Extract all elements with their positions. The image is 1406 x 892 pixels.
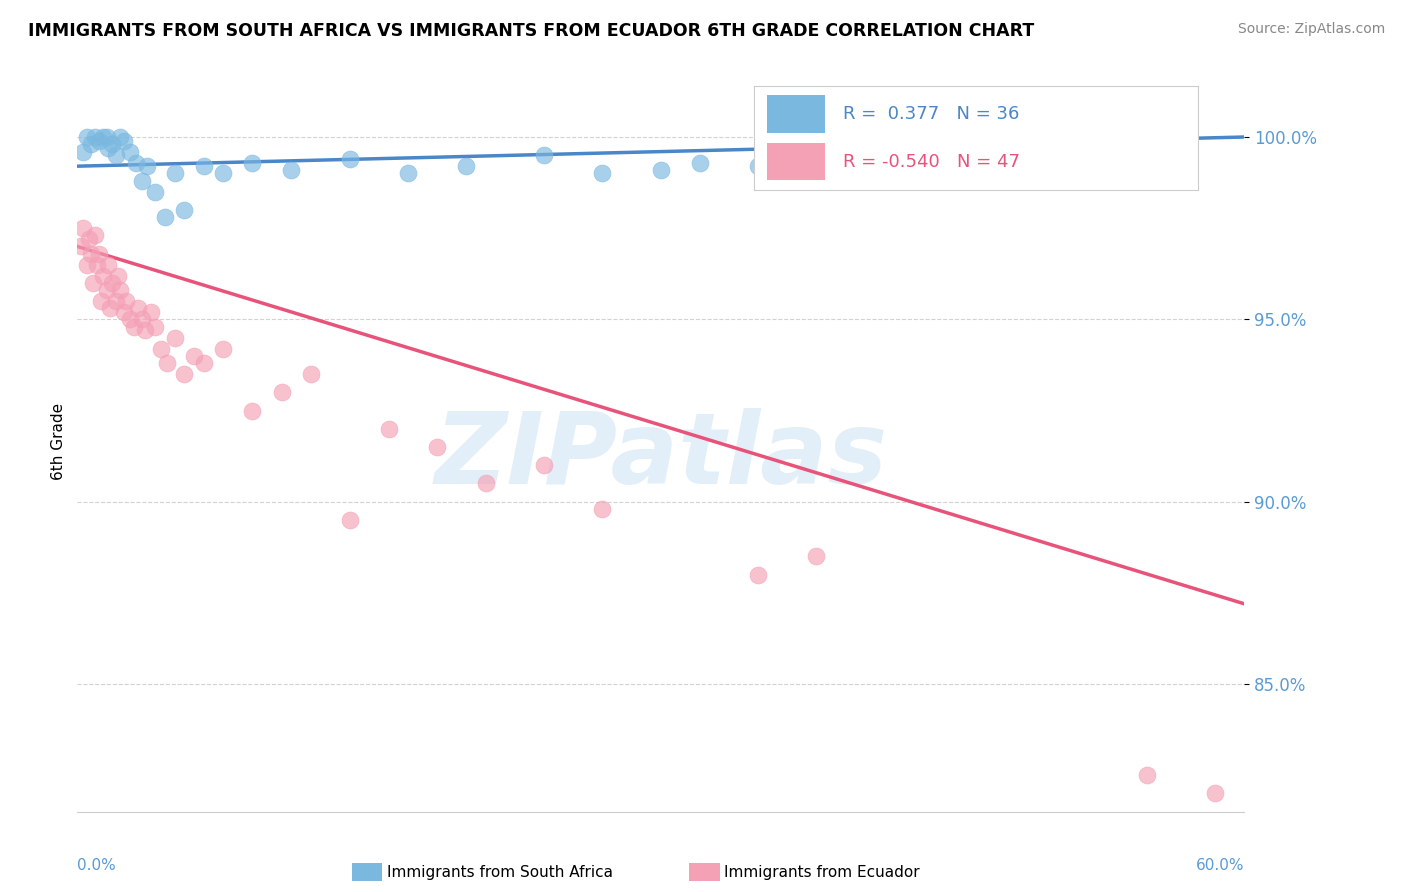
Point	[689, 155, 711, 169]
Point	[339, 513, 361, 527]
Text: Immigrants from South Africa: Immigrants from South Africa	[387, 865, 613, 880]
Point	[118, 312, 141, 326]
Point	[134, 323, 156, 337]
Point	[127, 301, 149, 316]
Point	[747, 159, 769, 173]
Point	[1136, 768, 1159, 782]
Point	[80, 246, 103, 260]
Point	[163, 330, 186, 344]
Point	[83, 228, 105, 243]
Point	[122, 319, 145, 334]
Point	[97, 141, 120, 155]
Point	[82, 276, 104, 290]
Point	[136, 159, 159, 173]
Point	[1204, 787, 1226, 801]
Point	[806, 549, 828, 564]
Point	[124, 155, 148, 169]
Point	[70, 239, 93, 253]
Point	[533, 148, 555, 162]
Point	[212, 166, 235, 180]
Point	[280, 162, 302, 177]
Point	[396, 166, 419, 180]
Point	[242, 155, 264, 169]
Point	[173, 367, 195, 381]
Point	[131, 312, 153, 326]
Point	[112, 305, 135, 319]
Point	[87, 134, 110, 148]
Text: Source: ZipAtlas.com: Source: ZipAtlas.com	[1237, 22, 1385, 37]
Point	[118, 145, 141, 159]
Point	[173, 202, 195, 217]
Point	[149, 342, 172, 356]
Point	[883, 162, 905, 177]
Text: 60.0%: 60.0%	[1197, 858, 1244, 872]
Point	[183, 349, 205, 363]
Point	[107, 268, 129, 283]
Point	[86, 258, 108, 272]
Text: 0.0%: 0.0%	[77, 858, 117, 872]
Point	[101, 137, 124, 152]
Point	[83, 130, 105, 145]
Point	[90, 294, 112, 309]
Point	[163, 166, 186, 180]
Point	[143, 185, 166, 199]
Point	[592, 502, 614, 516]
Point	[105, 294, 128, 309]
Point	[96, 283, 118, 297]
Point	[153, 211, 176, 225]
Point	[108, 283, 131, 297]
Point	[456, 159, 478, 173]
Text: ZIPatlas: ZIPatlas	[434, 408, 887, 505]
Point	[91, 268, 114, 283]
Point	[156, 356, 179, 370]
Point	[212, 342, 235, 356]
Point	[76, 258, 98, 272]
Point	[131, 174, 153, 188]
Point	[80, 137, 103, 152]
Point	[426, 440, 449, 454]
Point	[77, 232, 100, 246]
Point	[377, 422, 399, 436]
Point	[650, 162, 672, 177]
Point	[105, 148, 128, 162]
Point	[141, 305, 163, 319]
Point	[115, 294, 138, 309]
Text: Immigrants from Ecuador: Immigrants from Ecuador	[724, 865, 920, 880]
Y-axis label: 6th Grade: 6th Grade	[51, 403, 66, 480]
Point	[747, 567, 769, 582]
Point	[1136, 115, 1159, 129]
Point	[97, 258, 120, 272]
Point	[96, 130, 118, 145]
Point	[100, 301, 122, 316]
Point	[72, 145, 94, 159]
Point	[112, 134, 135, 148]
Point	[474, 476, 498, 491]
Point	[270, 385, 292, 400]
Point	[339, 152, 361, 166]
Text: IMMIGRANTS FROM SOUTH AFRICA VS IMMIGRANTS FROM ECUADOR 6TH GRADE CORRELATION CH: IMMIGRANTS FROM SOUTH AFRICA VS IMMIGRAN…	[28, 22, 1035, 40]
Point	[76, 130, 98, 145]
Point	[143, 319, 166, 334]
Point	[193, 356, 215, 370]
Point	[533, 458, 555, 473]
Point	[101, 276, 124, 290]
Point	[299, 367, 322, 381]
Point	[592, 166, 614, 180]
Point	[806, 166, 828, 180]
Point	[108, 130, 131, 145]
Point	[193, 159, 215, 173]
Point	[72, 221, 94, 235]
Point	[91, 130, 114, 145]
Point	[242, 403, 264, 417]
Point	[1174, 159, 1197, 173]
Point	[87, 246, 110, 260]
